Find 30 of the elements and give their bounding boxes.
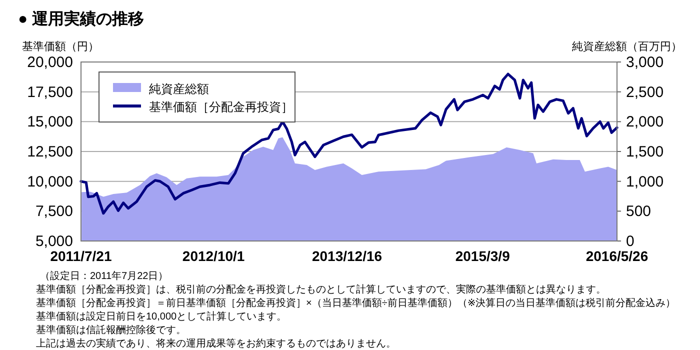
x-tick-label: 2011/7/21 — [50, 248, 112, 264]
y-tick-label: 5,000 — [35, 233, 73, 250]
chart-title: ● 運用実績の推移 — [18, 9, 144, 28]
y2-tick-label: 2,000 — [626, 114, 664, 131]
y2-tick-label: 3,000 — [626, 54, 664, 71]
y-tick-label: 7,500 — [35, 203, 73, 220]
x-tick-label: 2016/5/26 — [586, 248, 648, 264]
text: 基準価額［分配金再投資］＝前日基準価額［分配金再投資］×（当日基準価額÷前日基準価額）（※決算日の当日基準価額は税引前分配金込み） — [36, 297, 676, 309]
y2-tick-label: 0 — [626, 233, 634, 250]
x-tick-label: 2012/10/1 — [182, 248, 245, 264]
text: （設定日：2011年7月22日） — [40, 270, 168, 282]
y-tick-label: 10,000 — [27, 173, 73, 190]
x-tick-label: 2015/3/9 — [455, 248, 510, 264]
y2-axis-title: 純資産総額（百万円） — [572, 40, 682, 53]
y-tick-label: 15,000 — [27, 114, 73, 131]
y2-tick-label: 1,000 — [626, 173, 664, 190]
y2-tick-label: 500 — [626, 203, 652, 220]
y-axis-title: 基準価額（円） — [22, 40, 99, 53]
text: 上記は過去の実績であり、将来の運用成果等をお約束するものではありません。 — [36, 338, 396, 350]
y-tick-label: 17,500 — [27, 84, 73, 101]
text: 基準価額［分配金再投資］は、税引前の分配金を再投資したものとして計算していますので、実際の基準価額とは異なります。 — [36, 284, 606, 296]
legend-label: 基準価額［分配金再投資］ — [149, 100, 293, 114]
text: 基準価額は信託報酬控除後です。 — [36, 324, 186, 336]
legend-label: 純資産総額 — [149, 82, 209, 96]
x-tick-label: 2013/12/16 — [312, 248, 382, 264]
y2-tick-label: 1,500 — [626, 144, 664, 160]
y2-tick-label: 2,500 — [626, 84, 664, 101]
y-tick-label: 20,000 — [27, 54, 73, 71]
y-tick-label: 12,500 — [27, 144, 73, 160]
text: 基準価額は設定日前日を10,000として計算しています。 — [36, 310, 287, 322]
